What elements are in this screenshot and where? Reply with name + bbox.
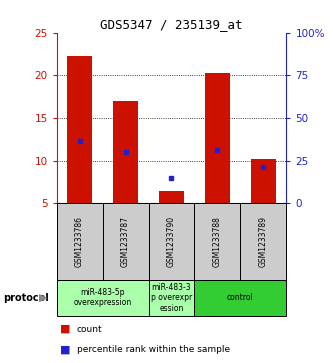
Bar <box>67 56 92 203</box>
Text: control: control <box>227 293 254 302</box>
Bar <box>57 280 149 316</box>
Bar <box>57 203 103 280</box>
Text: percentile rank within the sample: percentile rank within the sample <box>77 345 230 354</box>
Text: GSM1233789: GSM1233789 <box>259 216 268 267</box>
Bar <box>149 280 194 316</box>
Bar <box>240 203 286 280</box>
Text: GSM1233787: GSM1233787 <box>121 216 130 267</box>
Bar <box>113 101 138 203</box>
Text: ▶: ▶ <box>39 293 48 303</box>
Bar <box>159 191 184 203</box>
Text: protocol: protocol <box>3 293 49 303</box>
Bar <box>194 203 240 280</box>
Title: GDS5347 / 235139_at: GDS5347 / 235139_at <box>100 19 243 32</box>
Text: miR-483-3
p overexpr
ession: miR-483-3 p overexpr ession <box>151 283 192 313</box>
Text: GSM1233786: GSM1233786 <box>75 216 84 267</box>
Text: ■: ■ <box>60 345 71 355</box>
Text: miR-483-5p
overexpression: miR-483-5p overexpression <box>74 288 132 307</box>
Bar <box>251 159 276 203</box>
Text: GSM1233788: GSM1233788 <box>213 216 222 267</box>
Bar <box>149 203 194 280</box>
Text: count: count <box>77 325 102 334</box>
Text: ■: ■ <box>60 324 71 334</box>
Bar <box>194 280 286 316</box>
Text: GSM1233790: GSM1233790 <box>167 216 176 267</box>
Bar <box>103 203 149 280</box>
Bar <box>205 73 230 203</box>
